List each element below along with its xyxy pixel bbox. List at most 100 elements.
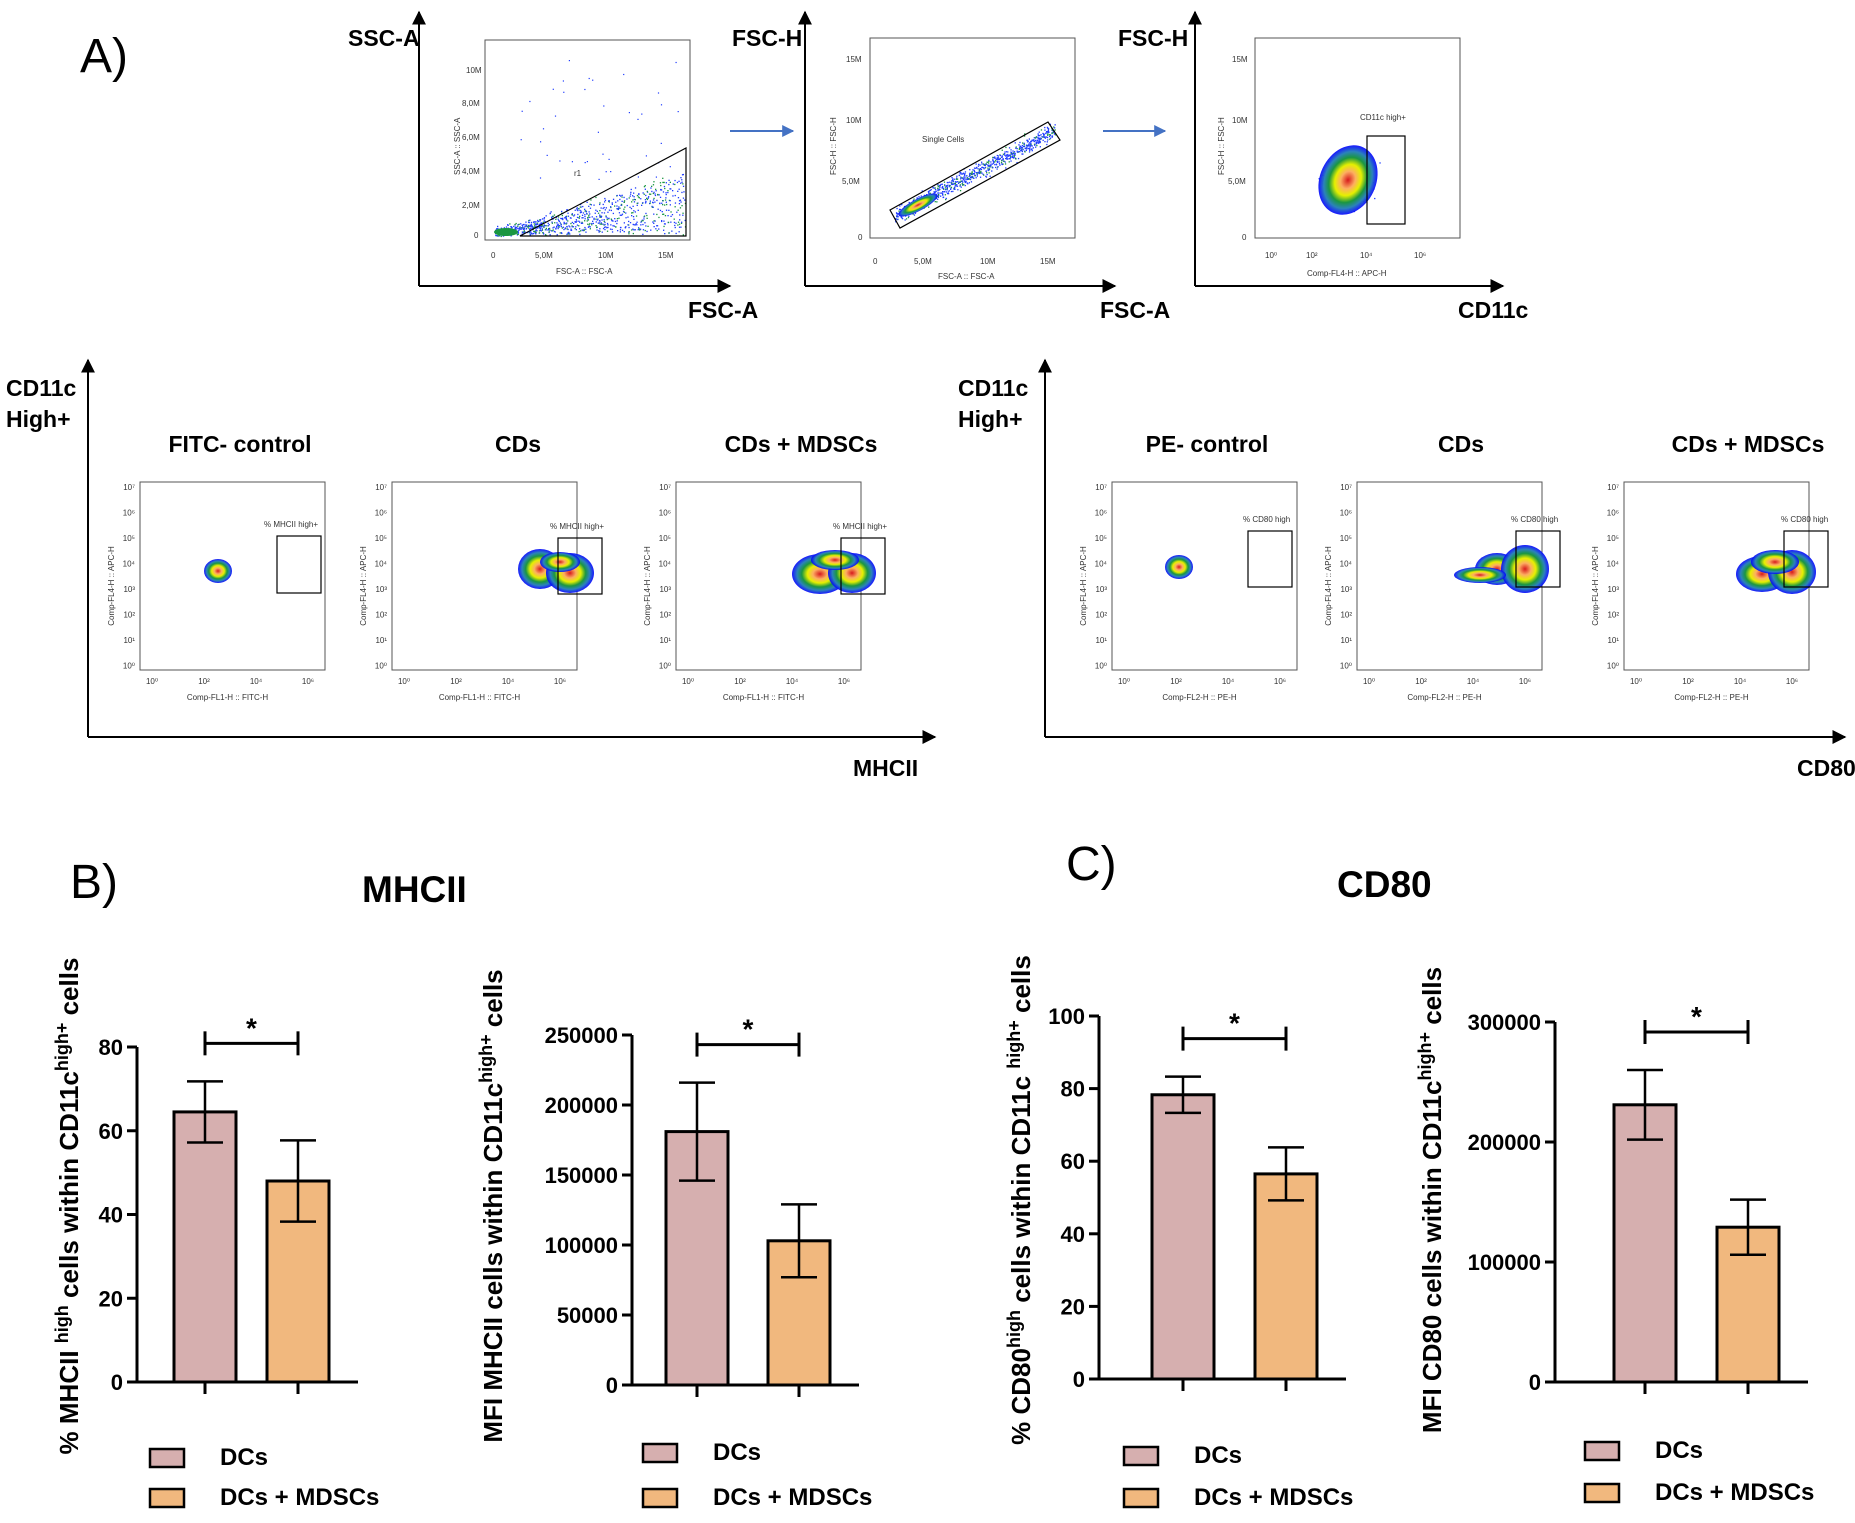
flow-ytick: 10³: [659, 585, 671, 594]
plot1-y-title: SSC-A: [348, 25, 420, 51]
event-dot: [599, 215, 601, 217]
flow-inner-y: Comp-FL4-H :: APC-H: [107, 546, 116, 626]
event-dot: [1019, 146, 1021, 148]
event-dot: [899, 208, 902, 211]
event-dot: [1017, 151, 1019, 153]
event-dot: [939, 186, 941, 188]
y-axis-label: MFI CD80 cells within CD11chigh+ cells: [1415, 967, 1447, 1433]
event-dot: [958, 182, 960, 184]
event-dot: [982, 167, 985, 169]
event-dot: [678, 231, 680, 233]
event-dot: [553, 230, 555, 233]
event-dot: [942, 185, 944, 188]
event-dot: [518, 223, 520, 225]
event-dot: [519, 228, 522, 230]
event-dot: [628, 226, 630, 229]
plot3-frame: [1254, 37, 1461, 239]
event-dot: [952, 190, 954, 193]
event-dot: [660, 142, 662, 144]
event-dot: [1044, 141, 1046, 143]
event-dot: [978, 172, 980, 174]
event-dot: [987, 164, 989, 166]
event-dot: [1031, 140, 1033, 142]
flow-xtick: 10⁶: [554, 677, 566, 686]
event-dot: [625, 217, 627, 219]
plot3-xtick: 10⁴: [1360, 251, 1373, 260]
event-dot: [624, 226, 626, 229]
event-dot: [1047, 133, 1049, 135]
event-dot: [632, 205, 634, 207]
event-dot: [541, 225, 543, 227]
event-dot: [620, 204, 622, 206]
event-dot: [616, 208, 618, 210]
event-dot: [625, 212, 627, 214]
event-dot: [1047, 134, 1049, 136]
event-dot: [599, 214, 601, 216]
event-dot: [1027, 144, 1029, 146]
event-dot: [1004, 161, 1006, 163]
event-dot: [682, 197, 685, 199]
event-dot: [961, 173, 963, 175]
event-dot: [1038, 142, 1040, 144]
event-dot: [1054, 124, 1056, 126]
event-dot: [654, 201, 656, 203]
event-dot: [912, 213, 914, 215]
event-dot: [1020, 149, 1022, 151]
event-dot: [571, 226, 573, 228]
event-dot: [939, 184, 941, 187]
event-dot: [991, 163, 994, 165]
event-dot: [956, 185, 959, 187]
event-dot: [579, 215, 581, 217]
event-dot: [641, 204, 643, 206]
event-dot: [496, 235, 499, 237]
event-dot: [974, 171, 976, 173]
event-dot: [950, 190, 953, 193]
event-dot: [941, 187, 944, 189]
flow-ytick: 10¹: [375, 636, 387, 645]
event-dot: [604, 209, 606, 211]
event-dot: [968, 175, 970, 178]
event-dot: [1040, 138, 1042, 140]
event-dot: [589, 216, 591, 218]
event-dot: [1000, 161, 1003, 164]
event-dot: [1012, 157, 1015, 159]
event-dot: [644, 229, 646, 232]
flow-inner-x: Comp-FL2-H :: PE-H: [1407, 693, 1481, 702]
event-dot: [1013, 151, 1016, 153]
event-dot: [981, 172, 983, 174]
event-dot: [600, 207, 602, 209]
event-dot: [653, 191, 655, 193]
event-dot: [559, 160, 561, 162]
event-dot: [655, 190, 657, 192]
event-dot: [551, 230, 553, 232]
event-dot: [1005, 154, 1007, 156]
event-dot: [569, 226, 571, 228]
cd80-section-title: CD80: [1337, 864, 1432, 905]
event-dot: [564, 228, 566, 230]
event-dot: [582, 205, 584, 208]
event-dot: [668, 183, 670, 186]
flow-xtick: 10⁰: [398, 677, 410, 686]
event-dot: [558, 225, 561, 227]
event-dot: [618, 206, 620, 208]
event-dot: [953, 187, 955, 190]
event-dot: [953, 182, 955, 185]
flow-plot-title: CDs: [1438, 431, 1484, 457]
event-dot: [987, 169, 989, 172]
event-dot: [629, 206, 631, 208]
flow-gate-label: % MHCII high+: [550, 522, 604, 531]
event-dot: [992, 158, 994, 160]
flow-ytick: 10²: [659, 611, 671, 620]
event-dot: [560, 232, 563, 234]
event-dot: [663, 220, 665, 222]
flow-ytick: 10²: [375, 611, 387, 620]
event-dot: [579, 221, 581, 223]
event-dot: [658, 194, 660, 196]
plot3-xtick: 10⁰: [1265, 251, 1277, 260]
event-dot: [981, 166, 983, 168]
event-dot: [496, 228, 498, 230]
event-dot: [1005, 146, 1007, 149]
event-dot: [623, 73, 625, 76]
event-dot: [1009, 156, 1012, 159]
event-dot: [1008, 161, 1010, 163]
